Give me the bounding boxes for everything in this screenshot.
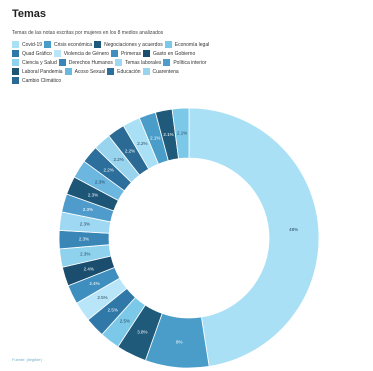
slice-value-label: 2.2%: [125, 148, 135, 153]
slice-value-label: 2.1%: [163, 132, 173, 137]
slice-value-label: 2.1%: [177, 130, 187, 135]
slice-value-label: 2.5%: [97, 295, 107, 300]
legend-item: Gasto en Gobierno: [142, 50, 196, 57]
slice-value-label: 8%: [176, 340, 183, 345]
legend-row: Quad Gráfico Violencia de Género Primeras G…: [12, 49, 364, 58]
legend-label: Acoso Sexual: [74, 68, 106, 75]
legend-label: Política interior: [173, 59, 207, 66]
legend-swatch: [44, 41, 52, 48]
slice-value-label: 2.2%: [104, 168, 114, 173]
legend-swatch: [64, 68, 72, 75]
slice-value-label: 3.8%: [137, 329, 147, 334]
legend-label: Ciencia y Salud: [22, 59, 57, 66]
legend-item: Educación: [107, 68, 141, 75]
chart-title: Temas: [12, 8, 47, 20]
slice-value-label: 2.1%: [150, 136, 160, 141]
legend-item: Cambio Climático: [12, 77, 61, 84]
slice-value-label: 2.2%: [137, 141, 147, 146]
legend-row: Laboral Pandemia Acoso Sexual Educación Cua…: [12, 67, 364, 76]
legend-item: Ciencia y Salud: [12, 59, 57, 66]
legend-swatch: [142, 50, 150, 57]
legend-item: Crisis económica: [44, 41, 92, 48]
slice-value-label: 2.5%: [108, 307, 118, 312]
legend-swatch: [107, 68, 115, 75]
slice-value-label: 2.3%: [80, 251, 90, 256]
slice-value-label: 2.3%: [80, 222, 90, 227]
legend-swatch: [53, 50, 61, 57]
legend-swatch: [163, 59, 171, 66]
legend-row: Covid-19 Crisis económica Negociaciones y …: [12, 40, 364, 49]
legend-swatch: [12, 68, 19, 75]
legend-swatch: [164, 41, 172, 48]
legend-label: Cambio Climático: [22, 77, 62, 84]
legend-label: Negociaciones y acuerdos: [104, 41, 163, 48]
legend-item: Política interior: [163, 59, 206, 66]
legend-swatch: [12, 50, 19, 57]
legend-label: Educación: [117, 68, 141, 75]
legend-swatch: [142, 68, 150, 75]
slice-value-label: 2.5%: [120, 318, 130, 323]
slice-value-label: 2.3%: [83, 207, 93, 212]
legend-item: Acoso Sexual: [64, 68, 106, 75]
legend-item: Derechos Humanos: [58, 59, 113, 66]
donut-slice: [171, 107, 190, 160]
legend-item: Negociaciones y acuerdos: [94, 41, 163, 48]
legend-label: Violencia de Género: [63, 50, 109, 57]
legend-swatch: [94, 41, 102, 48]
legend-item: Quad Gráfico: [12, 50, 52, 57]
slice-value-label: 2.3%: [79, 236, 89, 241]
legend-label: Laboral Pandemia: [22, 68, 63, 75]
legend-item: Primeras: [110, 50, 141, 57]
legend-label: Cuarentena: [152, 68, 179, 75]
slice-value-label: 2.3%: [95, 179, 105, 184]
legend-row: Cambio Climático: [12, 76, 364, 85]
slice-value-label: 48%: [289, 227, 298, 232]
donut-slice: [188, 107, 320, 367]
legend-swatch: [110, 50, 118, 57]
slice-value-label: 2.3%: [88, 193, 98, 198]
legend-label: Covid-19: [22, 41, 43, 48]
source-note: Fuente: (ilegible): [12, 357, 42, 362]
legend-item: Temas laborales: [114, 59, 162, 66]
legend-item: Laboral Pandemia: [12, 68, 63, 75]
legend-row: Ciencia y Salud Derechos Humanos Temas lab…: [12, 58, 364, 67]
legend-swatch: [12, 59, 19, 66]
legend-label: Primeras: [120, 50, 141, 57]
slice-value-label: 2.2%: [114, 157, 124, 162]
legend-item: Cuarentena: [142, 68, 179, 75]
legend-swatch: [12, 77, 19, 84]
legend-label: Derechos Humanos: [68, 59, 113, 66]
chart-legend: Covid-19 Crisis económica Negociaciones y …: [12, 40, 364, 85]
legend-item: Violencia de Género: [53, 50, 109, 57]
legend-label: Temas laborales: [124, 59, 162, 66]
slice-value-label: 2.4%: [89, 281, 99, 286]
legend-label: Economía legal: [174, 41, 210, 48]
slice-value-label: 2.4%: [84, 266, 94, 271]
legend-label: Gasto en Gobierno: [152, 50, 196, 57]
legend-item: Economía legal: [164, 41, 210, 48]
chart-subtitle: Temas de las notas escritas por mujeres …: [12, 30, 164, 36]
legend-swatch: [58, 59, 66, 66]
legend-swatch: [12, 41, 19, 48]
legend-swatch: [114, 59, 122, 66]
legend-label: Crisis económica: [54, 41, 93, 48]
legend-item: Covid-19: [12, 41, 42, 48]
legend-label: Quad Gráfico: [22, 50, 52, 57]
